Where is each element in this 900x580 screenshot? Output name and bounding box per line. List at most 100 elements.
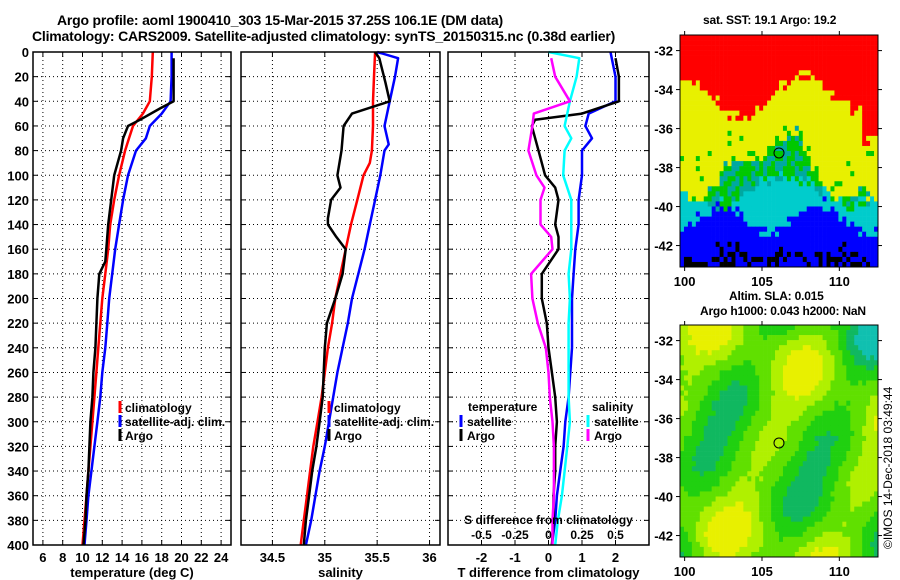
map-cell: [830, 206, 835, 212]
map-cell: [866, 375, 871, 381]
map-cell: [850, 551, 855, 558]
map-cell: [771, 261, 776, 268]
map-cell: [759, 156, 764, 162]
map-cell: [786, 420, 792, 427]
map-cell: [699, 60, 705, 66]
map-cell: [771, 75, 776, 81]
map-cell: [755, 350, 760, 356]
map-cell: [866, 536, 871, 543]
map-cell: [747, 466, 752, 472]
map-cell: [691, 400, 697, 406]
map-cell: [767, 551, 772, 558]
map-cell: [798, 65, 804, 71]
map-cell: [747, 226, 752, 232]
map-cell: [874, 486, 879, 492]
map-cell: [767, 375, 772, 381]
map-cell: [739, 536, 744, 543]
map-cell: [814, 425, 819, 432]
map-cell: [834, 161, 839, 167]
map-cell: [727, 521, 732, 528]
map-cell: [743, 446, 748, 452]
map-cell: [798, 451, 804, 457]
map-cell: [830, 435, 835, 442]
map-cell: [842, 395, 847, 401]
map-cell: [786, 151, 792, 157]
map-cell: [826, 456, 831, 462]
map-cell: [838, 340, 843, 346]
map-cell: [806, 536, 811, 543]
map-cell: [790, 340, 796, 346]
map-cell: [775, 456, 780, 462]
map-cell: [751, 541, 756, 548]
map-cell: [711, 486, 716, 492]
map-cell: [838, 171, 843, 177]
map-cell: [810, 511, 815, 517]
map-cell: [810, 40, 815, 46]
map-cell: [767, 125, 772, 132]
map-cell: [779, 330, 784, 336]
map-cell: [759, 355, 764, 361]
map-cell: [874, 380, 879, 386]
map-cell: [731, 85, 736, 91]
map-cell: [854, 166, 859, 172]
map-cell: [739, 405, 744, 412]
map-cell: [818, 100, 823, 106]
map-cell: [739, 145, 744, 152]
map-cell: [763, 120, 768, 127]
map-cell: [846, 370, 851, 376]
map-cell: [751, 526, 756, 533]
map-cell: [798, 115, 804, 122]
map-cell: [763, 446, 768, 452]
map-cell: [806, 365, 811, 371]
map-cell: [723, 120, 728, 127]
map-cell: [838, 115, 843, 122]
map-cell: [834, 420, 839, 427]
map-cell: [680, 466, 685, 472]
map-cell: [739, 446, 744, 452]
x-tick-label: 35: [318, 550, 332, 565]
map-cell: [683, 325, 689, 331]
map-cell: [727, 241, 732, 248]
map-cell: [806, 191, 811, 197]
map-cell: [866, 261, 871, 268]
map-cell: [874, 85, 879, 91]
map-cell: [830, 511, 835, 517]
map-cell: [874, 196, 879, 202]
map-cell: [775, 151, 780, 157]
map-cell: [822, 120, 827, 127]
map-cell: [691, 186, 697, 192]
map-cell: [727, 355, 732, 361]
map-cell: [826, 211, 831, 217]
map-cell: [798, 345, 804, 351]
map-cell: [838, 191, 843, 197]
map-cell: [723, 105, 728, 111]
map-cell: [715, 486, 720, 492]
map-cell: [743, 516, 748, 522]
map-cell: [747, 365, 752, 371]
map-cell: [854, 35, 859, 41]
map-cell: [763, 410, 768, 417]
map-cell: [715, 350, 720, 356]
map-cell: [798, 400, 804, 406]
map-cell: [834, 80, 839, 86]
map-cell: [846, 60, 851, 66]
map-cell: [759, 370, 764, 376]
map-cell: [751, 506, 756, 512]
map-cell: [719, 446, 724, 452]
map-cell: [826, 546, 831, 553]
map-cell: [874, 415, 879, 422]
map-cell: [806, 140, 811, 147]
map-cell: [680, 340, 685, 346]
map-cell: [727, 350, 732, 356]
series-line-argo: [302, 51, 391, 546]
map-cell: [711, 115, 716, 122]
map-cell: [767, 521, 772, 528]
map-cell: [798, 435, 804, 442]
map-cell: [822, 370, 827, 376]
map-cell: [779, 75, 784, 81]
map-cell: [723, 151, 728, 157]
map-cell: [870, 501, 875, 507]
map-cell: [695, 451, 701, 457]
map-cell: [830, 355, 835, 361]
y-tick-label: -36: [654, 412, 673, 427]
